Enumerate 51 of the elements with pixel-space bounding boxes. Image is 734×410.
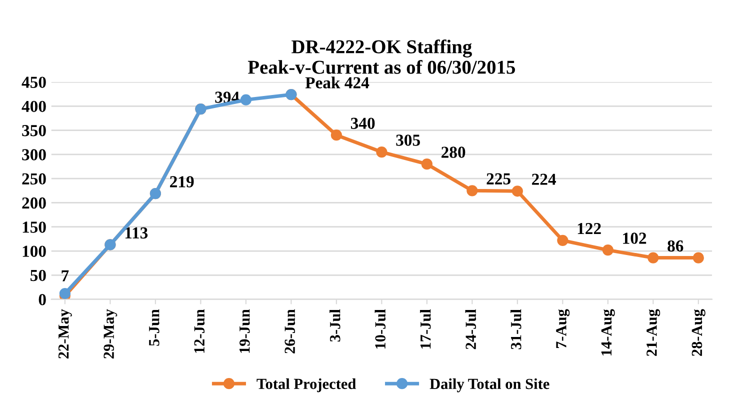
data-label: 280 — [442, 146, 466, 158]
x-tick-label: 29-May — [104, 309, 118, 358]
y-tick-label: 100 — [22, 246, 46, 257]
x-tick-label: 28-Aug — [692, 309, 706, 356]
point — [512, 186, 523, 197]
data-label: Peak 424 — [305, 76, 370, 88]
x-tick-label: 7-Aug — [556, 309, 570, 348]
point — [602, 244, 614, 256]
x-tick-label: 19-Jun — [239, 309, 250, 353]
data-label: 340 — [350, 118, 375, 129]
y-tick-label: 400 — [22, 100, 46, 112]
y-tick-label: 50 — [30, 270, 46, 282]
chart-title: DR-4222-OK Staffing Peak-v-Current as of 06/30/2015 — [248, 39, 516, 74]
x-tick-label: 24-Jul — [465, 309, 476, 350]
data-label: 224 — [532, 174, 556, 185]
y-tick-label: 450 — [22, 76, 46, 88]
x-tick-label: 14-Aug — [601, 309, 615, 356]
point — [692, 252, 704, 264]
point — [557, 234, 568, 246]
data-label: 219 — [170, 176, 194, 188]
x-tick-label: 5-Jun — [149, 309, 160, 346]
x-tick-label: 26-Jun — [284, 309, 296, 354]
point — [59, 288, 71, 300]
y-tick-label: 350 — [22, 124, 46, 136]
data-label: 305 — [396, 134, 420, 146]
x-tick-label: 17-Jul — [420, 309, 431, 349]
data-label: 102 — [623, 232, 646, 244]
data-label: 122 — [578, 223, 601, 234]
y-tick-label: 250 — [22, 173, 46, 185]
x-tick-label: 3-Jul — [330, 309, 340, 342]
y-tick-label: 0 — [38, 294, 46, 306]
data-label: 86 — [668, 240, 684, 252]
data-label: 113 — [125, 227, 148, 239]
point — [648, 252, 659, 264]
y-tick-label: 200 — [22, 197, 46, 209]
y-tick-label: 300 — [22, 149, 46, 160]
legend-label: Daily Total on Site — [430, 378, 550, 392]
point — [376, 146, 388, 158]
point — [421, 158, 432, 170]
x-tick-label: 12-Jun — [194, 309, 205, 353]
x-tick-label: 10-Jul — [374, 309, 386, 349]
x-tick-label: 21-Aug — [646, 309, 660, 356]
data-label: 225 — [486, 173, 510, 184]
data-label: 7 — [62, 270, 69, 282]
point — [240, 94, 252, 106]
point — [466, 185, 478, 196]
legend-label: Total Projected — [256, 378, 356, 392]
point — [330, 130, 342, 141]
x-tick-label: 22-May — [58, 309, 72, 358]
x-tick-label: 31-Jul — [510, 309, 522, 350]
y-tick-label: 150 — [22, 222, 46, 233]
